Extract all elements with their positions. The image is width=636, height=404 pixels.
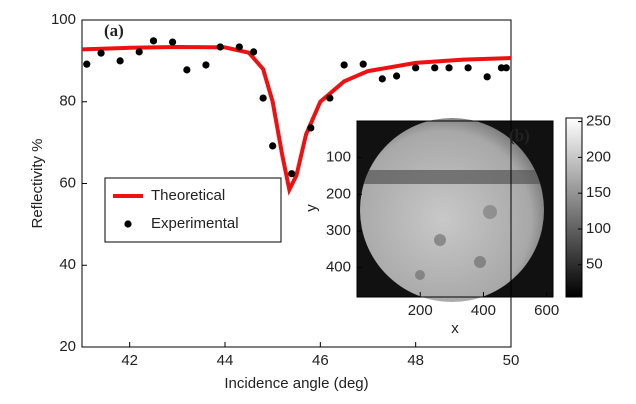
- data-point: [83, 61, 90, 68]
- panel-label: (b): [509, 126, 530, 145]
- data-point: [183, 66, 190, 73]
- data-point: [326, 94, 333, 101]
- data-point: [393, 72, 400, 79]
- x-tick-label: 200: [408, 302, 433, 319]
- data-point: [260, 94, 267, 101]
- legend-label: Experimental: [151, 215, 239, 232]
- colorbar: [566, 118, 582, 297]
- data-point: [431, 64, 438, 71]
- x-tick-label: 42: [121, 352, 138, 369]
- y-tick-label: 40: [59, 256, 76, 273]
- data-point: [117, 57, 124, 64]
- inset-image: [350, 118, 560, 302]
- figure: 42 44 46 48 50 20 40 60 80 100 Incidence angle (de…: [0, 0, 636, 404]
- data-point: [236, 43, 243, 50]
- data-point: [360, 61, 367, 68]
- x-tick-label: 600: [534, 302, 559, 319]
- x-tick-label: 48: [407, 352, 424, 369]
- x-tick-label: 50: [503, 352, 520, 369]
- colorbar-tick-label: 50: [586, 256, 603, 273]
- x-axis-label: Incidence angle (deg): [224, 375, 368, 392]
- y-tick-label: 300: [326, 222, 351, 239]
- data-point: [217, 43, 224, 50]
- y-tick-label: 400: [326, 259, 351, 276]
- x-tick-label: 46: [312, 352, 329, 369]
- data-point: [288, 170, 295, 177]
- data-point: [484, 73, 491, 80]
- data-point: [97, 50, 104, 57]
- colorbar-tick-label: 150: [586, 184, 611, 201]
- data-point: [250, 48, 257, 55]
- y-tick-label: 20: [59, 338, 76, 355]
- colorbar-tick-label: 250: [586, 113, 611, 130]
- data-point: [307, 124, 314, 131]
- y-tick-label: 100: [51, 11, 76, 28]
- data-point: [150, 37, 157, 44]
- y-tick-label: 60: [59, 174, 76, 191]
- panel-label: (a): [104, 21, 124, 40]
- data-point: [503, 64, 510, 71]
- y-tick-label: 200: [326, 185, 351, 202]
- data-point: [465, 64, 472, 71]
- colorbar-tick-label: 200: [586, 148, 611, 165]
- data-point: [169, 38, 176, 45]
- y-tick-label: 100: [326, 149, 351, 166]
- data-point: [412, 64, 419, 71]
- legend-label: Theoretical: [151, 187, 225, 204]
- y-tick-label: 80: [59, 93, 76, 110]
- y-axis-label: Reflectivity %: [29, 138, 46, 228]
- data-point: [341, 61, 348, 68]
- legend-swatch: [124, 220, 131, 227]
- y-axis-label: y: [303, 204, 320, 212]
- data-point: [136, 48, 143, 55]
- x-axis-label: x: [451, 320, 459, 337]
- data-point: [445, 64, 452, 71]
- x-tick-label: 44: [217, 352, 234, 369]
- data-point: [202, 61, 209, 68]
- data-point: [269, 142, 276, 149]
- colorbar-tick-label: 100: [586, 220, 611, 237]
- x-tick-label: 400: [471, 302, 496, 319]
- data-point: [379, 75, 386, 82]
